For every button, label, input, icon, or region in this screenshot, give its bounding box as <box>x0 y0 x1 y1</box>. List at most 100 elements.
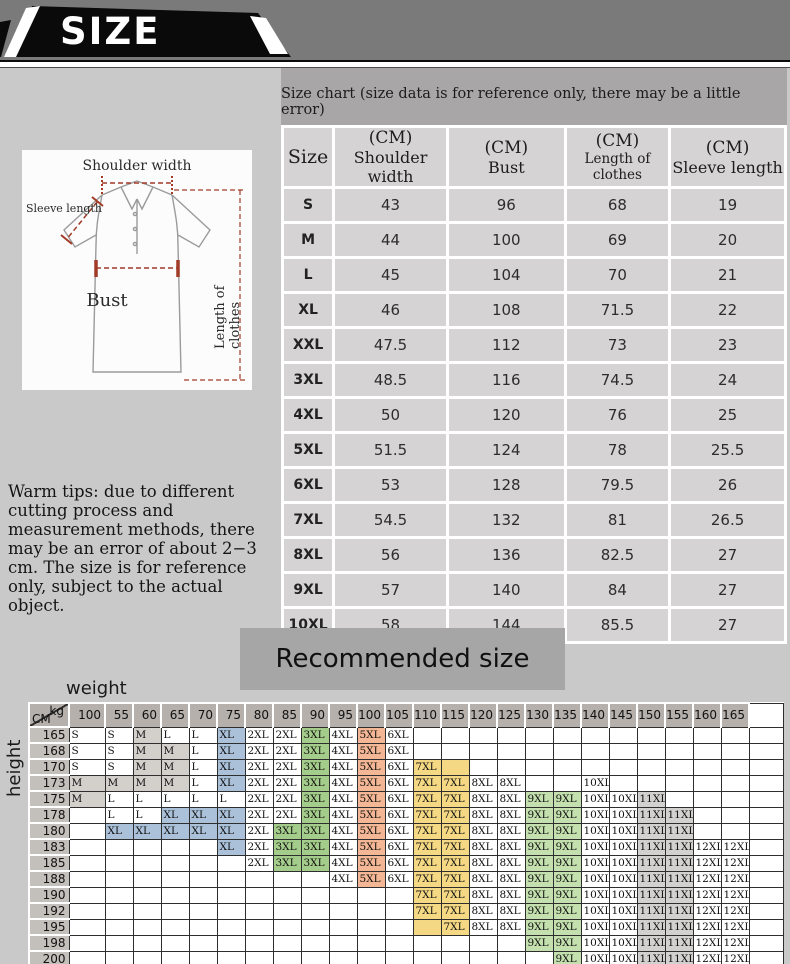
size-matrix-cell <box>692 742 722 760</box>
size-matrix-cell <box>272 918 302 936</box>
size-matrix-cell <box>188 950 218 964</box>
size-matrix-cell <box>104 854 134 872</box>
size-matrix-cell: 8XL <box>496 886 526 904</box>
measure-value-cell: 44 <box>335 224 446 256</box>
size-matrix-cell <box>300 886 330 904</box>
size-matrix-cell <box>664 742 694 760</box>
kg-label: kg <box>49 704 64 718</box>
size-matrix-cell <box>216 870 246 888</box>
size-matrix-cell: 11XL <box>664 854 694 872</box>
size-matrix-cell: L <box>160 726 190 744</box>
size-matrix-cell <box>748 790 784 808</box>
size-matrix-cell <box>692 726 722 744</box>
size-matrix-cell: 10XL <box>580 774 610 792</box>
matrix-row: 175 M L L L L L 2XL 2XL 3XL 4XL 5XL 6XL 7XL 7XL 8XL 8XL 9… <box>28 790 784 808</box>
size-matrix-cell <box>104 870 134 888</box>
size-matrix-cell: 3XL <box>300 726 330 744</box>
size-matrix-cell <box>524 726 554 744</box>
size-matrix-cell <box>356 918 386 936</box>
measure-value-cell: 43 <box>335 189 446 221</box>
size-matrix-cell <box>160 902 190 920</box>
measure-value-cell: 112 <box>448 329 564 361</box>
size-matrix-cell: XL <box>160 822 190 840</box>
measure-value-cell: 47.5 <box>335 329 446 361</box>
height-header-cell: 190 <box>28 886 70 904</box>
column-label: Length of clothes <box>584 151 651 183</box>
size-matrix-cell: S <box>104 758 134 776</box>
size-matrix-cell: 4XL <box>328 822 358 840</box>
size-matrix-cell: 12XL <box>720 838 750 856</box>
height-header-cell: 178 <box>28 806 70 824</box>
size-matrix-cell <box>384 918 414 936</box>
size-matrix-cell: XL <box>216 822 246 840</box>
size-matrix-cell <box>384 886 414 904</box>
size-matrix-cell: 10XL <box>608 854 638 872</box>
size-matrix-cell: 7XL <box>440 774 470 792</box>
size-matrix-cell: L <box>132 806 162 824</box>
size-matrix-cell: XL <box>216 838 246 856</box>
size-matrix-cell: 10XL <box>608 934 638 952</box>
size-matrix-cell: 2XL <box>272 742 302 760</box>
size-matrix-cell: 8XL <box>496 902 526 920</box>
column-label: Sleeve length <box>672 157 783 177</box>
size-matrix-cell: XL <box>216 742 246 760</box>
size-matrix-cell: 12XL <box>720 950 750 964</box>
size-matrix-cell: M <box>68 790 106 808</box>
size-matrix-cell: 4XL <box>328 806 358 824</box>
matrix-row: 178 L L XL XL XL 2XL 2XL 3XL 4XL 5XL 6XL 7XL 7XL 8XL 8X… <box>28 806 784 824</box>
shoulder-column-header: (CM) Shoulder width <box>335 128 446 186</box>
size-matrix-cell: 12XL <box>720 902 750 920</box>
size-matrix-cell: XL <box>216 806 246 824</box>
size-chart-header-row: Size (CM) Shoulder width (CM) Bust (CM) … <box>284 128 784 186</box>
size-matrix-cell <box>244 870 274 888</box>
size-matrix-cell <box>188 838 218 856</box>
size-matrix-cell: 4XL <box>328 838 358 856</box>
size-matrix-cell: 5XL <box>356 870 386 888</box>
size-label-cell: L <box>284 259 333 291</box>
size-matrix-cell: 4XL <box>328 758 358 776</box>
size-chart-row: 7XL 54.5 132 81 26.5 <box>284 504 784 536</box>
unit-text: (CM) <box>368 128 413 148</box>
size-matrix-cell <box>524 742 554 760</box>
size-chart-section: Size chart (size data is for reference o… <box>281 68 787 644</box>
measure-value-cell: 70 <box>566 259 669 291</box>
size-matrix-cell: 2XL <box>244 806 274 824</box>
size-matrix-cell <box>216 854 246 872</box>
size-matrix-cell <box>104 902 134 920</box>
size-matrix-cell: 5XL <box>356 806 386 824</box>
size-matrix-cell: M <box>68 774 106 792</box>
size-matrix-cell <box>748 822 784 840</box>
size-matrix-cell: 4XL <box>328 742 358 760</box>
size-matrix-cell <box>384 934 414 952</box>
size-matrix-cell <box>328 886 358 904</box>
size-matrix-cell: 12XL <box>720 886 750 904</box>
size-matrix-cell <box>496 934 526 952</box>
length-column-header: (CM) Length of clothes <box>566 128 669 186</box>
size-matrix-cell: 9XL <box>552 854 582 872</box>
height-axis-label: height <box>4 739 25 797</box>
size-label-cell: XL <box>284 294 333 326</box>
size-chart-table: Size (CM) Shoulder width (CM) Bust (CM) … <box>281 125 787 644</box>
size-chart-row: 6XL 53 128 79.5 26 <box>284 469 784 501</box>
size-matrix-cell <box>244 918 274 936</box>
size-matrix-cell: 6XL <box>384 758 414 776</box>
size-label-cell: 5XL <box>284 434 333 466</box>
bust-label: Bust <box>86 290 128 311</box>
size-matrix-cell: XL <box>216 758 246 776</box>
size-matrix-cell <box>664 726 694 744</box>
size-matrix-cell: 5XL <box>356 758 386 776</box>
size-matrix-cell: 3XL <box>300 806 330 824</box>
size-matrix-cell <box>720 806 750 824</box>
size-matrix-cell: 2XL <box>272 806 302 824</box>
size-matrix-cell <box>468 934 498 952</box>
measure-value-cell: 104 <box>448 259 564 291</box>
size-matrix-cell: 5XL <box>356 726 386 744</box>
size-matrix-cell: 8XL <box>496 838 526 856</box>
size-matrix-cell: L <box>104 806 134 824</box>
size-header-text: Size <box>287 146 329 168</box>
size-matrix-cell <box>356 902 386 920</box>
page-title: SIZE <box>60 10 161 53</box>
size-label-cell: XXL <box>284 329 333 361</box>
size-matrix-cell: 8XL <box>468 822 498 840</box>
size-matrix-cell: 9XL <box>552 790 582 808</box>
